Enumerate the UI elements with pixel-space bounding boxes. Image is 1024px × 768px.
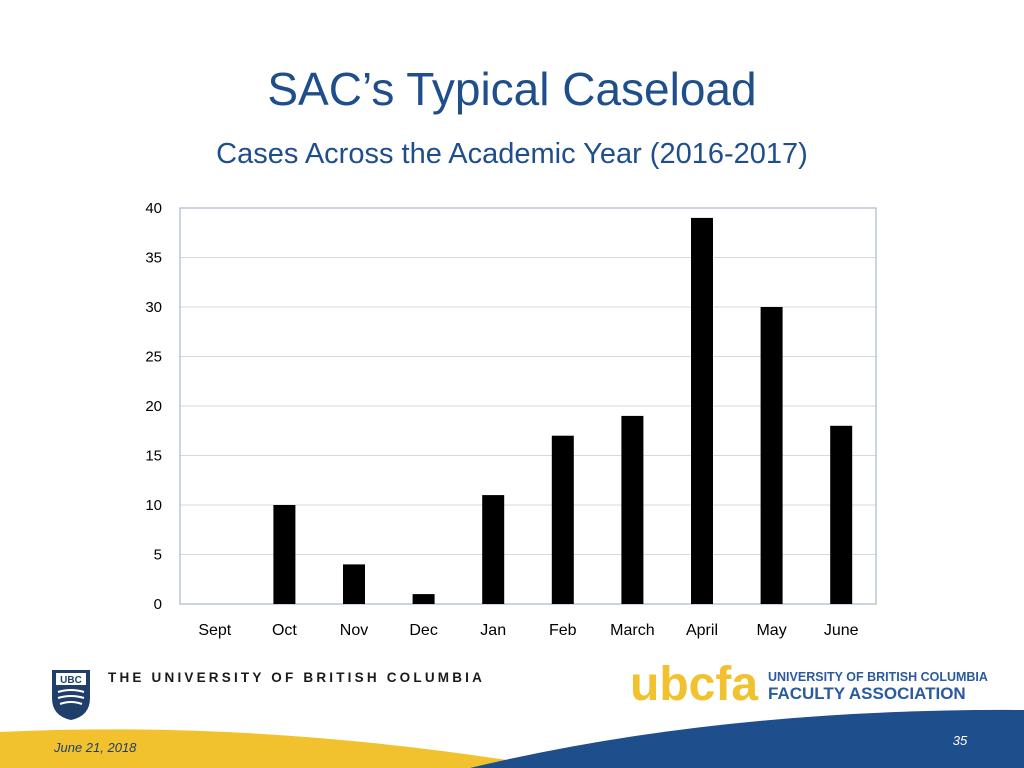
bar bbox=[273, 505, 296, 604]
bar bbox=[343, 564, 365, 604]
y-tick-label: 10 bbox=[145, 497, 162, 514]
bar bbox=[551, 435, 574, 604]
x-tick-label: Feb bbox=[549, 622, 577, 639]
x-tick-label: June bbox=[824, 622, 859, 639]
ubc-crest-logo: UBC bbox=[52, 670, 90, 720]
slide-date: June 21, 2018 bbox=[54, 740, 137, 755]
x-tick-label: Dec bbox=[409, 622, 437, 639]
y-tick-label: 35 bbox=[145, 250, 162, 267]
bar-chart: 0 5 10 15 20 25 30 35 40 Sept Oct Nov Dec Jan Feb March… bbox=[145, 200, 877, 639]
x-tick-label: Sept bbox=[198, 622, 231, 639]
bar bbox=[830, 425, 853, 604]
fa-wordmark-line2: FACULTY ASSOCIATION bbox=[768, 684, 966, 703]
y-tick-label: 20 bbox=[145, 398, 162, 415]
bar bbox=[691, 217, 713, 604]
y-tick-label: 0 bbox=[154, 596, 162, 613]
x-tick-label: May bbox=[756, 622, 786, 639]
y-tick-label: 30 bbox=[145, 299, 162, 316]
y-tick-label: 15 bbox=[145, 448, 162, 465]
fa-wordmark-line1: UNIVERSITY OF BRITISH COLUMBIA bbox=[768, 670, 988, 684]
slide-title: SAC’s Typical Caseload bbox=[267, 63, 757, 115]
ubc-wordmark: THE UNIVERSITY OF BRITISH COLUMBIA bbox=[108, 670, 486, 685]
page-number: 35 bbox=[952, 733, 968, 748]
y-tick-label: 40 bbox=[145, 200, 162, 217]
x-tick-label: March bbox=[610, 622, 654, 639]
ubcfa-logo: ubcfa bbox=[630, 660, 758, 711]
x-tick-label: April bbox=[686, 622, 718, 639]
ubcfa-logo-text: ubcfa bbox=[630, 660, 758, 711]
bar bbox=[621, 415, 644, 604]
y-tick-label: 25 bbox=[145, 349, 162, 366]
bar bbox=[482, 495, 505, 604]
slide-subtitle: Cases Across the Academic Year (2016-201… bbox=[216, 138, 808, 170]
plot-area-border bbox=[179, 207, 877, 605]
y-tick-label: 5 bbox=[154, 547, 162, 564]
x-tick-label: Jan bbox=[480, 622, 506, 639]
bar bbox=[760, 307, 783, 604]
bar bbox=[412, 594, 435, 604]
footer-wave bbox=[0, 709, 1024, 768]
x-tick-label: Nov bbox=[340, 622, 368, 639]
x-tick-label: Oct bbox=[272, 622, 297, 639]
ubc-crest-text: UBC bbox=[60, 675, 82, 686]
